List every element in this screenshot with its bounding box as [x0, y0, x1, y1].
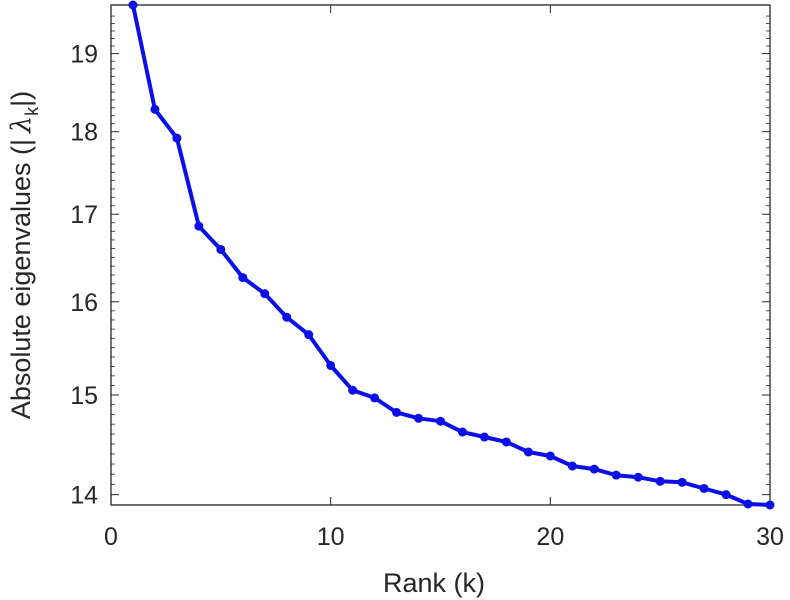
- y-tick-label: 14: [70, 482, 98, 510]
- data-point: [501, 437, 511, 447]
- data-point: [765, 500, 775, 510]
- y-tick-label: 18: [70, 119, 98, 147]
- axis-ticks: [110, 5, 771, 505]
- data-point: [677, 477, 687, 487]
- data-point: [479, 432, 489, 442]
- x-tick-label: 0: [104, 523, 118, 551]
- data-point: [348, 385, 358, 395]
- y-tick-label: 16: [70, 289, 98, 317]
- y-axis-label-subscript: k: [22, 106, 42, 116]
- data-point: [721, 490, 731, 500]
- data-point: [743, 499, 753, 509]
- data-point: [238, 273, 248, 283]
- data-point: [370, 393, 380, 403]
- data-series: [128, 0, 775, 510]
- data-point: [436, 416, 445, 426]
- data-point: [392, 407, 402, 417]
- data-point: [457, 427, 467, 437]
- data-point: [699, 483, 709, 493]
- data-point: [326, 360, 336, 370]
- y-axis-label-suffix: |): [6, 91, 36, 107]
- x-tick-label: 30: [756, 523, 784, 551]
- data-point: [282, 312, 292, 322]
- y-axis-label-prefix: Absolute eigenvalues (|: [6, 139, 36, 419]
- y-tick-label: 17: [70, 201, 98, 229]
- x-tick-label: 20: [536, 523, 564, 551]
- y-axis-label: Absolute eigenvalues (| λk|): [6, 91, 42, 419]
- data-point: [150, 104, 160, 114]
- data-point: [414, 413, 424, 423]
- data-point: [633, 472, 643, 482]
- data-point: [172, 133, 182, 143]
- x-tick-label: 10: [317, 523, 345, 551]
- tick-labels: 0 10 20 30 14 15 16 17 18 19: [70, 41, 784, 551]
- data-point: [128, 0, 138, 10]
- y-tick-label: 15: [70, 382, 98, 410]
- plot-area: [110, 4, 771, 506]
- data-point: [655, 476, 665, 486]
- data-point: [304, 330, 314, 340]
- data-point: [567, 461, 577, 471]
- data-point: [589, 464, 599, 474]
- x-axis-label: Rank (k): [383, 568, 485, 598]
- data-point: [216, 244, 226, 254]
- data-point: [545, 451, 555, 461]
- data-point: [260, 289, 270, 299]
- data-point: [523, 447, 533, 457]
- data-point: [611, 470, 621, 480]
- lambda-symbol: λ: [6, 116, 37, 134]
- data-point: [194, 221, 204, 231]
- y-tick-label: 19: [70, 41, 98, 69]
